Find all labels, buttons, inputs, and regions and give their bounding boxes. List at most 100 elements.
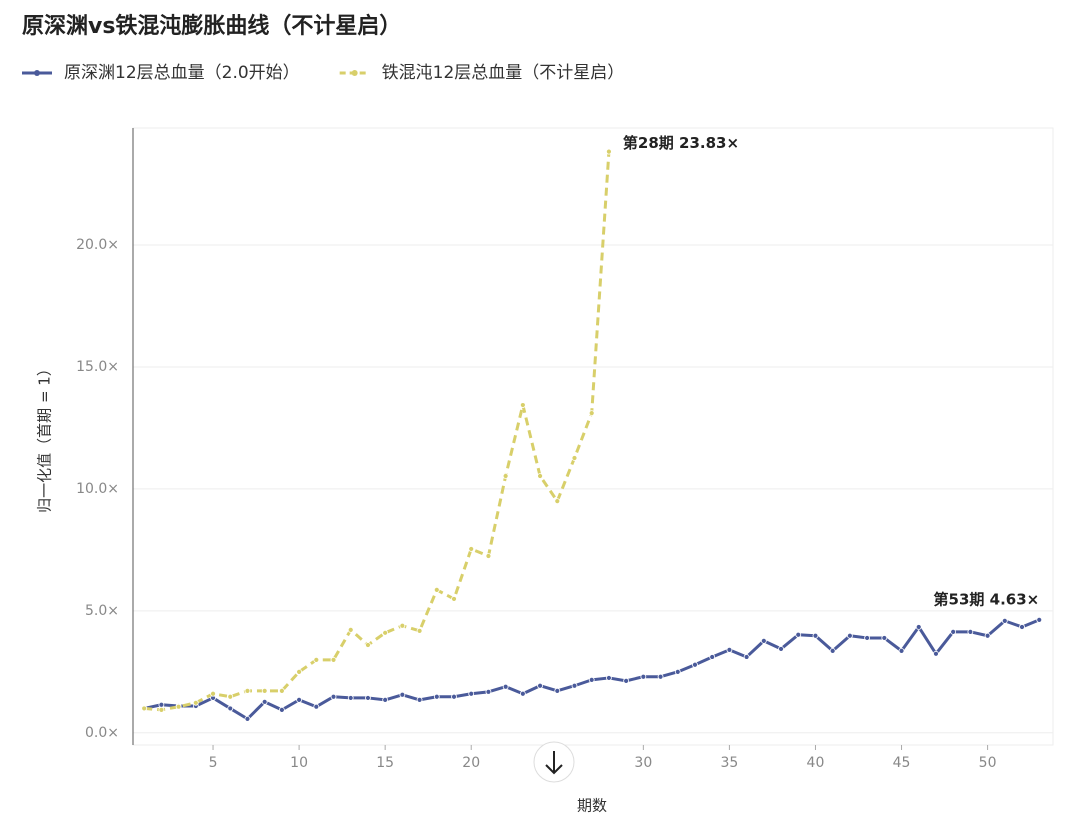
x-tick-label: 35 xyxy=(720,755,738,771)
data-point xyxy=(278,687,285,694)
data-point xyxy=(261,687,268,694)
data-point xyxy=(227,705,234,712)
data-point xyxy=(416,696,423,703)
data-point xyxy=(778,646,784,652)
data-point xyxy=(1036,616,1043,623)
data-point xyxy=(330,656,337,663)
legend: 原深渊12层总血量（2.0开始） 铁混沌12层总血量（不计星启） xyxy=(22,63,624,83)
annotation: 第28期 23.83× xyxy=(623,134,739,152)
data-point xyxy=(984,632,991,639)
data-point xyxy=(468,546,475,552)
data-point xyxy=(692,661,698,668)
data-point xyxy=(915,624,922,630)
data-point xyxy=(158,701,165,708)
data-point xyxy=(898,647,905,654)
data-point xyxy=(812,632,819,639)
data-point xyxy=(192,699,199,706)
x-tick-label: 5 xyxy=(209,755,218,771)
data-point xyxy=(313,656,320,663)
data-point xyxy=(657,673,664,680)
data-point xyxy=(278,706,285,713)
data-point xyxy=(967,628,974,635)
data-point xyxy=(933,650,939,657)
data-point xyxy=(846,632,853,639)
series-line xyxy=(144,151,611,712)
data-point xyxy=(347,695,354,701)
data-point xyxy=(502,473,509,479)
data-point xyxy=(795,631,802,638)
data-point xyxy=(158,706,165,713)
scroll-button[interactable] xyxy=(533,741,575,783)
y-axis-label: 归一化值（首期 = 1） xyxy=(36,361,54,513)
data-point xyxy=(1019,624,1025,630)
data-point xyxy=(210,690,216,697)
data-point xyxy=(760,637,767,644)
data-point xyxy=(588,410,595,416)
data-point xyxy=(296,668,302,675)
data-point xyxy=(451,693,457,700)
x-tick-label: 30 xyxy=(634,755,652,771)
data-point xyxy=(554,687,561,694)
data-point xyxy=(537,473,543,479)
data-point xyxy=(244,687,251,694)
data-point xyxy=(606,675,612,681)
data-point xyxy=(537,682,543,689)
legend-label: 铁混沌12层总血量（不计星启） xyxy=(382,63,625,83)
data-point xyxy=(485,553,492,559)
data-point xyxy=(571,682,578,689)
x-tick-label: 15 xyxy=(376,755,394,771)
data-point xyxy=(950,628,957,635)
data-point xyxy=(261,698,268,705)
data-point xyxy=(330,693,337,700)
chart-title: 原深渊vs铁混沌膨胀曲线（不计星启） xyxy=(22,13,401,39)
data-point xyxy=(399,691,406,698)
y-tick-label: 15.0× xyxy=(76,359,119,375)
data-point xyxy=(347,626,354,633)
x-tick-label: 40 xyxy=(807,755,825,771)
data-point xyxy=(227,693,234,700)
data-point xyxy=(365,642,371,648)
data-point xyxy=(175,703,182,710)
data-point xyxy=(244,716,251,722)
data-point xyxy=(141,705,148,712)
data-point xyxy=(433,586,440,593)
data-point xyxy=(451,596,457,602)
x-tick-label: 50 xyxy=(979,755,997,771)
data-point xyxy=(365,695,371,701)
data-point xyxy=(606,148,612,155)
data-point xyxy=(433,693,440,700)
data-point xyxy=(519,690,526,697)
data-point xyxy=(502,683,509,690)
data-point xyxy=(416,627,423,634)
data-point xyxy=(313,703,320,710)
x-axis-label: 期数 xyxy=(577,797,607,815)
data-point xyxy=(1001,617,1008,624)
data-point xyxy=(743,654,750,660)
data-point xyxy=(829,647,836,654)
data-point xyxy=(864,635,871,641)
data-point xyxy=(881,635,888,641)
y-tick-label: 10.0× xyxy=(76,481,119,497)
data-point xyxy=(571,455,578,461)
y-tick-label: 0.0× xyxy=(85,725,119,741)
data-point xyxy=(640,673,647,680)
legend-label: 原深渊12层总血量（2.0开始） xyxy=(64,63,300,83)
x-tick-label: 20 xyxy=(462,755,480,771)
legend-marker xyxy=(351,70,358,76)
data-point xyxy=(468,690,475,697)
data-point xyxy=(382,629,389,636)
data-point xyxy=(623,677,630,684)
data-point xyxy=(726,646,733,653)
data-point xyxy=(709,654,716,660)
data-point xyxy=(382,696,389,703)
data-point xyxy=(519,402,526,408)
data-point xyxy=(588,676,595,683)
data-point xyxy=(296,696,302,703)
y-tick-label: 5.0× xyxy=(85,603,119,619)
data-point xyxy=(554,498,561,505)
data-point xyxy=(485,688,492,695)
data-point xyxy=(674,668,681,675)
legend-marker xyxy=(34,70,40,76)
